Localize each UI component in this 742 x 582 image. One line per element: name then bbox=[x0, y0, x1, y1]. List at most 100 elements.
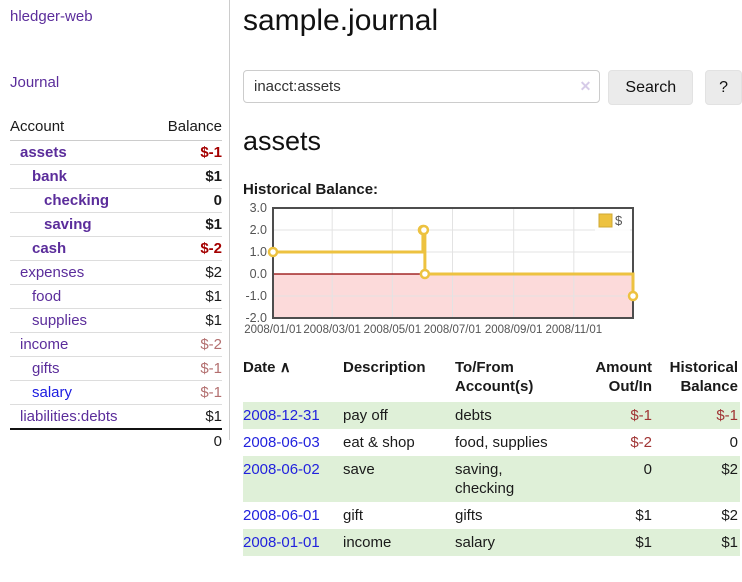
account-link[interactable]: checking bbox=[44, 192, 110, 209]
svg-text:-1.0: -1.0 bbox=[245, 289, 267, 303]
transaction-accounts: gifts bbox=[455, 507, 483, 524]
account-link[interactable]: assets bbox=[20, 144, 67, 161]
transaction-amount: $-2 bbox=[630, 434, 652, 451]
legend-label: $ bbox=[615, 213, 623, 228]
svg-text:-2.0: -2.0 bbox=[245, 311, 267, 325]
account-link[interactable]: supplies bbox=[32, 312, 88, 329]
account-link[interactable]: salary bbox=[32, 384, 73, 401]
help-button[interactable]: ? bbox=[705, 70, 742, 105]
main-content: sample.journal ✕ Search ? assets Histori… bbox=[243, 0, 742, 556]
svg-text:2008/07/01: 2008/07/01 bbox=[424, 324, 482, 336]
account-balance: $1 bbox=[150, 308, 222, 333]
transaction-date-cell: 2008-01-01 bbox=[243, 529, 343, 556]
transaction-date-link[interactable]: 2008-06-02 bbox=[243, 461, 320, 478]
account-link[interactable]: liabilities:debts bbox=[20, 408, 118, 425]
transaction-row: 2008-06-02 save saving, checking 0 $2 bbox=[243, 456, 740, 502]
transaction-amount: 0 bbox=[643, 461, 652, 478]
transaction-row: 2008-12-31 pay off debts $-1 $-1 bbox=[243, 402, 740, 429]
accounts-header-balance: Balance bbox=[150, 116, 222, 141]
sidebar-item-journal[interactable]: Journal bbox=[10, 74, 60, 91]
account-row: bank $1 bbox=[10, 164, 222, 189]
account-row: liabilities:debts $1 bbox=[10, 404, 222, 430]
account-balance: $2 bbox=[150, 260, 222, 285]
search-input-wrap: ✕ bbox=[243, 70, 601, 103]
account-row: assets $-1 bbox=[10, 140, 222, 165]
account-link[interactable]: saving bbox=[44, 216, 92, 233]
transaction-description: gift bbox=[343, 507, 364, 524]
chart-legend: $ bbox=[595, 212, 630, 231]
account-balance: $-1 bbox=[150, 140, 222, 165]
transaction-accounts: salary bbox=[455, 534, 496, 551]
register-header-row: Date ∧ Description To/From Account(s) Am… bbox=[243, 356, 740, 402]
account-link[interactable]: bank bbox=[32, 168, 68, 185]
clear-search-icon[interactable]: ✕ bbox=[579, 78, 592, 94]
account-balance: $1 bbox=[150, 164, 222, 189]
transaction-date-cell: 2008-06-03 bbox=[243, 429, 343, 456]
col-date-sort[interactable]: Date ∧ bbox=[243, 356, 343, 402]
svg-text:3.0: 3.0 bbox=[250, 201, 267, 215]
account-link[interactable]: cash bbox=[32, 240, 67, 257]
transaction-date-link[interactable]: 2008-06-03 bbox=[243, 434, 320, 451]
transaction-balance: $2 bbox=[721, 461, 738, 478]
brand-link[interactable]: hledger-web bbox=[10, 8, 93, 25]
transaction-amount: $1 bbox=[635, 507, 652, 524]
transaction-amount: $1 bbox=[635, 534, 652, 551]
account-row: expenses $2 bbox=[10, 260, 222, 285]
search-bar: ✕ Search ? bbox=[243, 70, 742, 105]
transaction-description: save bbox=[343, 461, 375, 478]
account-balance: $1 bbox=[150, 212, 222, 237]
transaction-row: 2008-06-03 eat & shop food, supplies $-2 0 bbox=[243, 429, 740, 456]
svg-text:2008/01/01: 2008/01/01 bbox=[244, 324, 302, 336]
search-button[interactable]: Search bbox=[608, 70, 694, 105]
account-row: checking 0 bbox=[10, 188, 222, 213]
account-row: supplies $1 bbox=[10, 308, 222, 333]
col-description: Description bbox=[343, 359, 426, 376]
transaction-balance: 0 bbox=[729, 434, 738, 451]
account-row: cash $-2 bbox=[10, 236, 222, 261]
account-link[interactable]: expenses bbox=[20, 264, 85, 281]
account-row: saving $1 bbox=[10, 212, 222, 237]
page-title: sample.journal bbox=[243, 4, 439, 37]
account-balance: $-1 bbox=[150, 356, 222, 381]
transaction-row: 2008-01-01 income salary $1 $1 bbox=[243, 529, 740, 556]
transaction-accounts: debts bbox=[455, 407, 492, 424]
account-balance: $1 bbox=[150, 284, 222, 309]
accounts-header-account: Account bbox=[10, 116, 151, 141]
plot-border bbox=[272, 207, 634, 319]
account-link[interactable]: income bbox=[20, 336, 69, 353]
account-balance: $-2 bbox=[150, 332, 222, 357]
transaction-balance: $2 bbox=[721, 507, 738, 524]
account-row: salary $-1 bbox=[10, 380, 222, 405]
transaction-date-link[interactable]: 2008-01-01 bbox=[243, 534, 320, 551]
account-link[interactable]: food bbox=[32, 288, 62, 305]
svg-text:0.0: 0.0 bbox=[250, 267, 267, 281]
register-table: Date ∧ Description To/From Account(s) Am… bbox=[243, 356, 740, 556]
transaction-accounts: food, supplies bbox=[455, 434, 548, 451]
accounts-total-value: 0 bbox=[150, 428, 222, 453]
account-row: food $1 bbox=[10, 284, 222, 309]
legend-swatch bbox=[598, 213, 613, 228]
svg-text:2008/09/01: 2008/09/01 bbox=[485, 324, 543, 336]
transaction-date-link[interactable]: 2008-12-31 bbox=[243, 407, 320, 424]
col-amount: Amount Out/In bbox=[595, 359, 652, 395]
transaction-row: 2008-06-01 gift gifts $1 $2 bbox=[243, 502, 740, 529]
transaction-description: pay off bbox=[343, 407, 388, 424]
search-input[interactable] bbox=[243, 70, 601, 103]
sidebar: hledger-web Journal Account Balance asse… bbox=[0, 0, 230, 453]
transaction-accounts: saving, checking bbox=[455, 461, 515, 497]
transaction-date-link[interactable]: 2008-06-01 bbox=[243, 507, 320, 524]
svg-text:1.0: 1.0 bbox=[250, 245, 267, 259]
transaction-date-cell: 2008-06-02 bbox=[243, 456, 343, 502]
data-point bbox=[267, 246, 279, 258]
accounts-table: Account Balance assets $-1 bank $1 checking 0… bbox=[10, 116, 222, 453]
data-point bbox=[627, 290, 639, 302]
historical-balance-chart: 3.0 2.0 1.0 0.0 -1.0 -2.0 2008/01/01 2008/03/01… bbox=[243, 201, 643, 338]
account-balance: $1 bbox=[150, 404, 222, 430]
svg-text:2008/03/01: 2008/03/01 bbox=[303, 324, 361, 336]
account-balance: 0 bbox=[150, 188, 222, 213]
svg-text:2008/11/01: 2008/11/01 bbox=[545, 324, 602, 336]
account-link[interactable]: gifts bbox=[32, 360, 60, 377]
accounts-total-spacer bbox=[10, 428, 151, 453]
svg-text:2008/05/01: 2008/05/01 bbox=[364, 324, 422, 336]
